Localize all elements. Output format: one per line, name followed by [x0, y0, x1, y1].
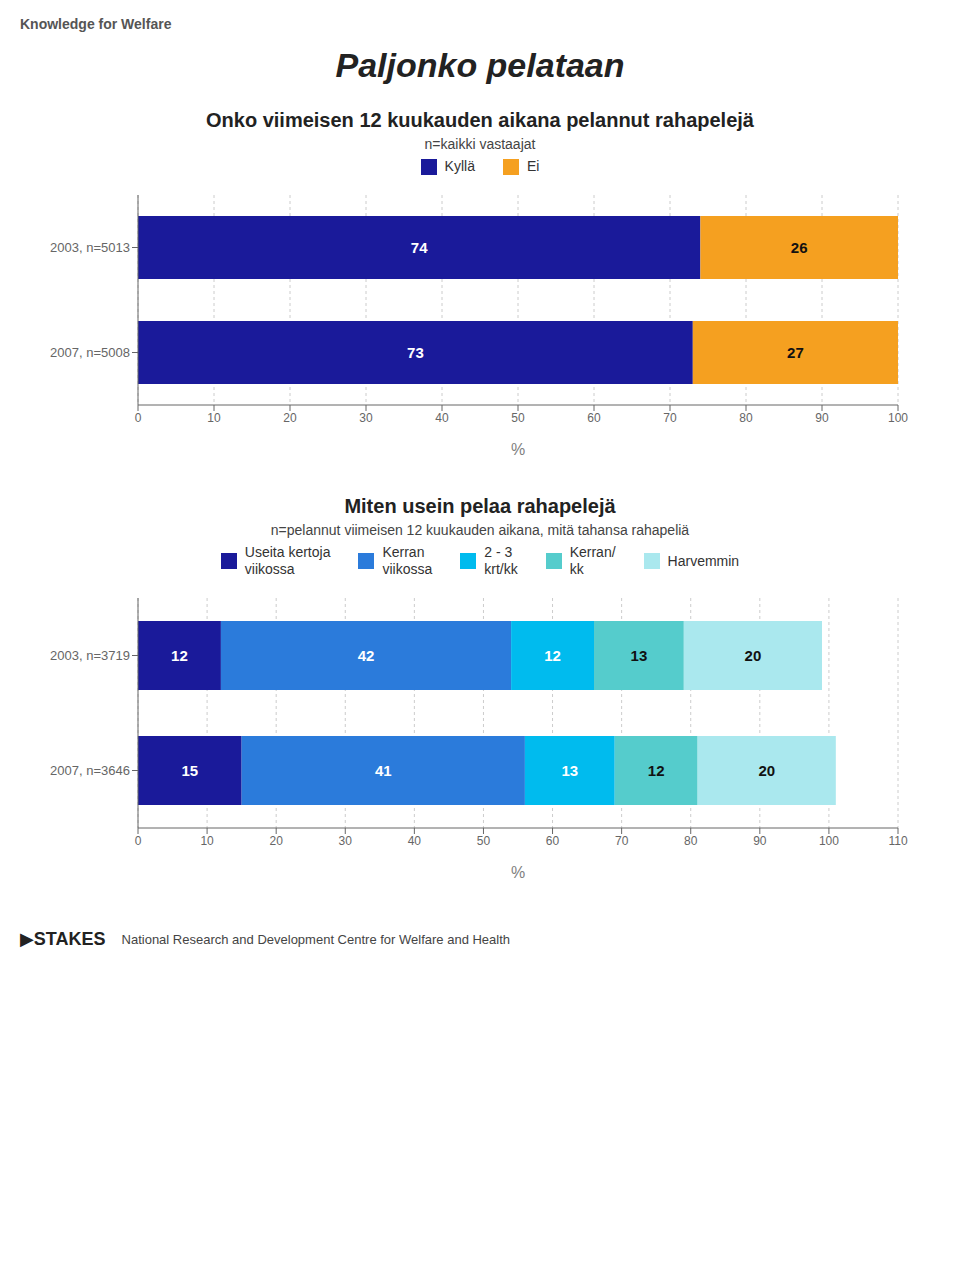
html-text:Useita kertoja: Useita kertoja	[244, 544, 331, 560]
svg-text:2003, n=3719: 2003, n=3719	[50, 648, 130, 663]
svg-text:10: 10	[200, 834, 214, 848]
svg-text:30: 30	[359, 411, 373, 425]
svg-text:90: 90	[753, 834, 767, 848]
html-text:Kerran: Kerran	[382, 544, 425, 560]
svg-text:40: 40	[408, 834, 422, 848]
svg-text:30: 30	[339, 834, 353, 848]
svg-text:10: 10	[207, 411, 221, 425]
svg-text:20: 20	[270, 834, 284, 848]
html-text:n=pelannut viimeisen 12 kuukau: n=pelannut viimeisen 12 kuukauden aikana…	[270, 522, 690, 538]
svg-text:12: 12	[171, 647, 188, 664]
html-text:Knowledge for Welfare: Knowledge for Welfare	[20, 16, 172, 32]
html-text:▶STAKES: ▶STAKES	[20, 929, 106, 949]
svg-text:0: 0	[135, 834, 142, 848]
svg-text:73: 73	[407, 344, 424, 361]
svg-text:100: 100	[888, 411, 908, 425]
html-text:Kyllä: Kyllä	[444, 158, 475, 174]
html-text:viikossa: viikossa	[244, 561, 295, 577]
svg-text:20: 20	[758, 762, 775, 779]
html-text:Harvemmin: Harvemmin	[667, 552, 740, 569]
html-text:Kerran/: Kerran/	[569, 544, 616, 560]
svg-text:42: 42	[358, 647, 375, 664]
html-text:Paljonko pelataan: Paljonko pelataan	[335, 46, 625, 84]
svg-text:2003, n=5013: 2003, n=5013	[50, 240, 130, 255]
svg-text:110: 110	[888, 834, 907, 848]
svg-text:60: 60	[546, 834, 560, 848]
svg-text:13: 13	[631, 647, 648, 664]
svg-text:15: 15	[181, 762, 198, 779]
html-text:n=kaikki vastaajat: n=kaikki vastaajat	[424, 136, 536, 152]
svg-text:13: 13	[561, 762, 578, 779]
svg-text:%: %	[511, 441, 525, 458]
html-text:Miten usein pelaa rahapelejä: Miten usein pelaa rahapelejä	[344, 495, 616, 517]
svg-text:70: 70	[663, 411, 677, 425]
svg-text:2007, n=5008: 2007, n=5008	[50, 345, 130, 360]
svg-text:27: 27	[787, 344, 804, 361]
html-text:Onko viimeisen 12 kuukauden ai: Onko viimeisen 12 kuukauden aikana pelan…	[206, 109, 754, 131]
html-text:National Research and Developm: National Research and Development Centre…	[121, 931, 511, 947]
svg-text:50: 50	[511, 411, 525, 425]
svg-text:26: 26	[791, 239, 808, 256]
html-text:viikossa: viikossa	[382, 561, 433, 577]
html-text:2 - 3: 2 - 3	[484, 544, 513, 560]
svg-text:0: 0	[135, 411, 142, 425]
html-text:kk: kk	[569, 561, 584, 577]
svg-text:80: 80	[739, 411, 753, 425]
svg-text:2007, n=3646: 2007, n=3646	[50, 763, 130, 778]
svg-text:41: 41	[375, 762, 392, 779]
html-text:krt/kk: krt/kk	[484, 561, 518, 577]
svg-text:12: 12	[648, 762, 665, 779]
svg-text:90: 90	[815, 411, 829, 425]
svg-text:20: 20	[283, 411, 297, 425]
svg-text:12: 12	[544, 647, 561, 664]
svg-text:20: 20	[745, 647, 762, 664]
svg-text:74: 74	[411, 239, 428, 256]
svg-text:50: 50	[477, 834, 491, 848]
svg-text:80: 80	[684, 834, 698, 848]
svg-text:70: 70	[615, 834, 629, 848]
html-text:Ei: Ei	[527, 158, 540, 174]
svg-text:100: 100	[819, 834, 839, 848]
svg-text:40: 40	[435, 411, 449, 425]
svg-text:%: %	[511, 864, 525, 881]
svg-text:60: 60	[587, 411, 601, 425]
